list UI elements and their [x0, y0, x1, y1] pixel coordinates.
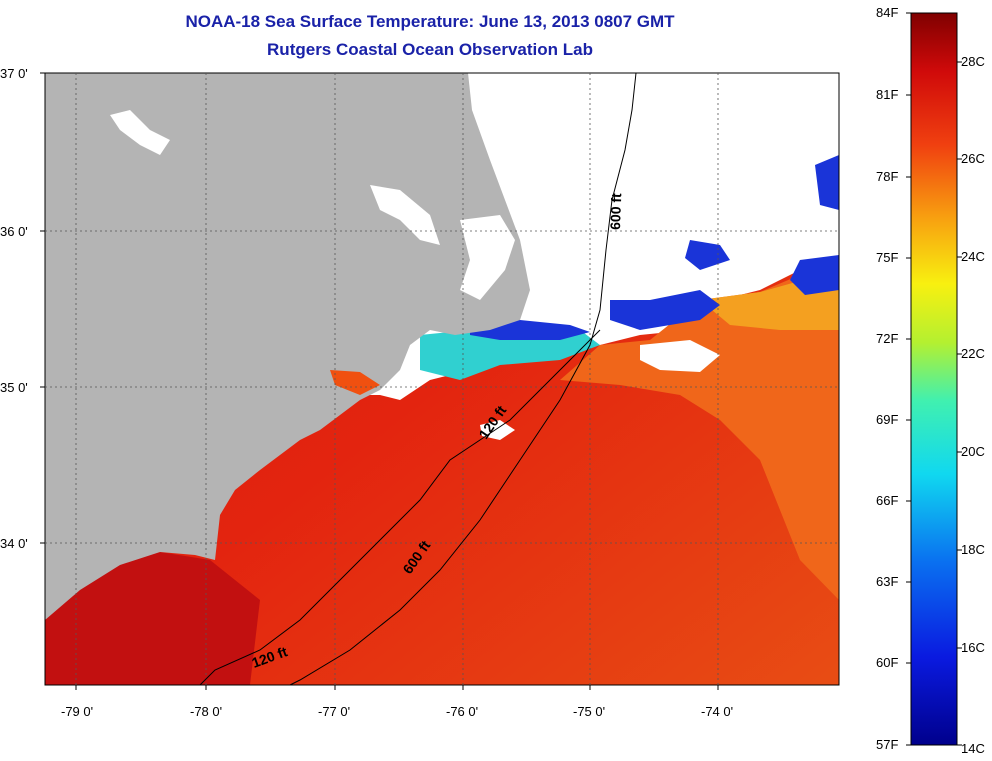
contour-600ft [289, 72, 637, 686]
warm-band [560, 265, 839, 600]
lat-tick-36: 36 0' [0, 224, 28, 239]
lon-tick-76: -76 0' [446, 704, 479, 719]
graticule [45, 73, 839, 685]
colorbar-c-22: 22C [961, 346, 985, 361]
colorbar-c-16: 16C [961, 640, 985, 655]
colorbar-f-78: 78F [876, 169, 899, 184]
lon-tick-75: -75 0' [573, 704, 606, 719]
colorbar-f-84: 84F [876, 5, 899, 20]
colorbar-c-28: 28C [961, 54, 985, 69]
lat-tick-37: 37 0' [0, 66, 28, 81]
lat-tick-34: 34 0' [0, 536, 28, 551]
colorbar-f-63: 63F [876, 574, 899, 589]
colorbar-c-26: 26C [961, 151, 985, 166]
colorbar-f-66: 66F [876, 493, 899, 508]
colorbar-c-18: 18C [961, 542, 985, 557]
colorbar-f-57: 57F [876, 737, 899, 752]
colorbar-f-75: 75F [876, 250, 899, 265]
contour-label-600-north: 600 ft [607, 193, 624, 230]
lon-tick-74: -74 0' [701, 704, 734, 719]
depth-contours [199, 72, 637, 686]
colorbar-f-60: 60F [876, 655, 899, 670]
lon-tick-77: -77 0' [318, 704, 351, 719]
colorbar [910, 12, 958, 746]
colorbar-c-20: 20C [961, 444, 985, 459]
lon-tick-79: -79 0' [61, 704, 94, 719]
axis-ticks [40, 72, 719, 690]
lat-tick-35: 35 0' [0, 380, 28, 395]
colorbar-f-72: 72F [876, 331, 899, 346]
colorbar-c-24: 24C [961, 249, 985, 264]
map-title: NOAA-18 Sea Surface Temperature: June 13… [185, 12, 675, 31]
cold-band [420, 330, 600, 380]
colorbar-c-14: 14C [961, 741, 985, 756]
map-subtitle: Rutgers Coastal Ocean Observation Lab [267, 40, 593, 59]
colorbar-f-81: 81F [876, 87, 899, 102]
map-frame [44, 72, 840, 686]
lon-tick-78: -78 0' [190, 704, 223, 719]
contour-120ft [199, 329, 601, 686]
colorbar-ticks [906, 12, 962, 746]
colorbar-f-69: 69F [876, 412, 899, 427]
